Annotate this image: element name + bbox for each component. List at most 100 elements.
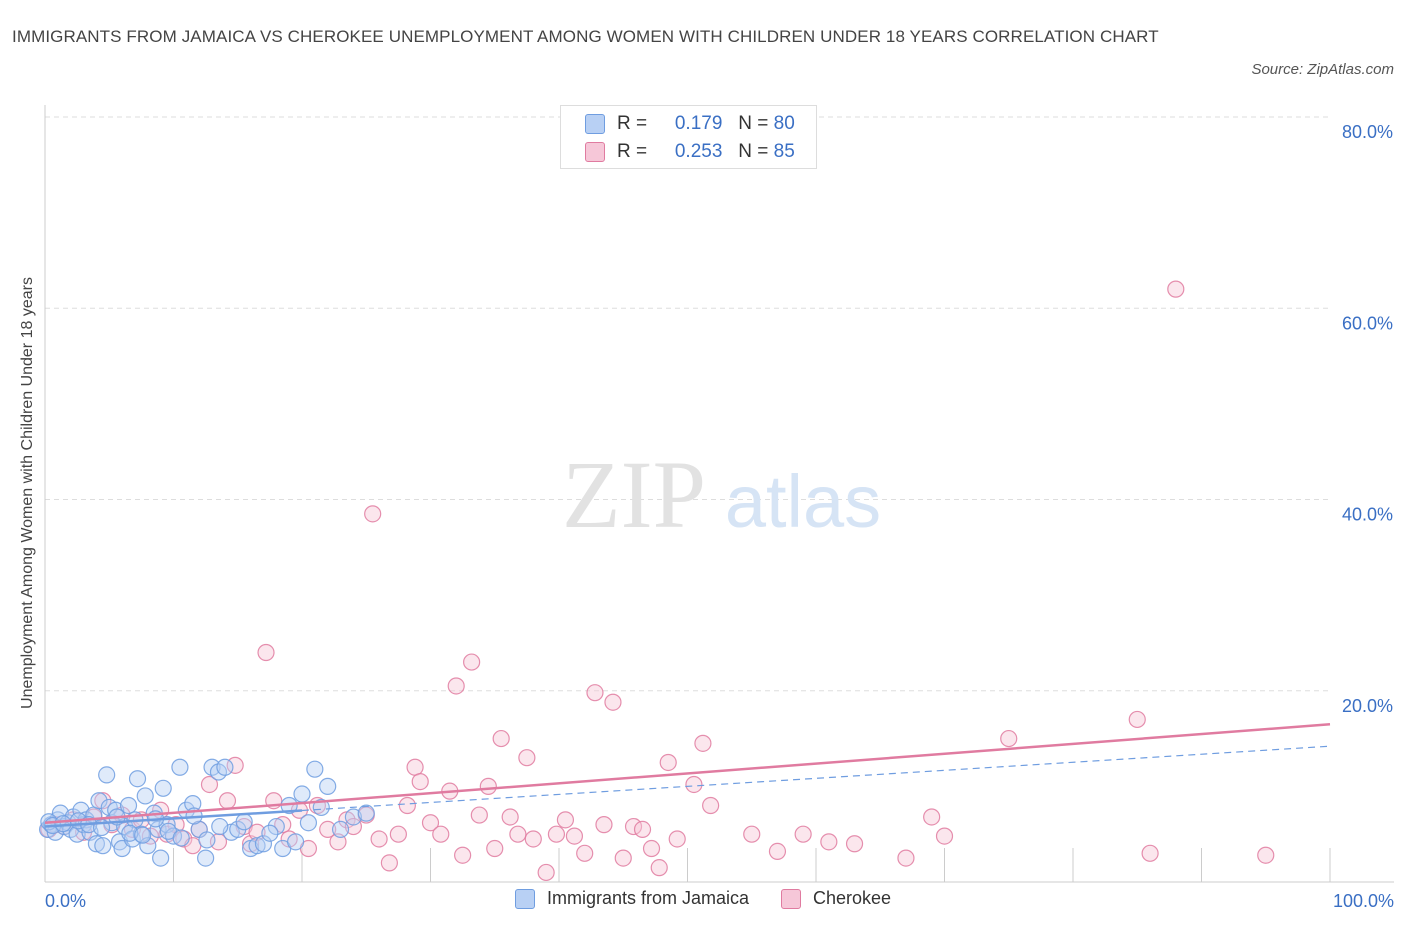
- cherokee-point: [556, 811, 575, 829]
- jamaica-point: [198, 831, 216, 849]
- jamaica-point: [98, 766, 116, 784]
- legend-item-cherokee[interactable]: Cherokee: [781, 888, 891, 909]
- cherokee-point: [935, 827, 954, 845]
- jamaica-point: [299, 814, 318, 832]
- jamaica-trend-extension: [301, 745, 1331, 812]
- cherokee-point: [274, 816, 292, 834]
- cherokee-point: [447, 677, 465, 695]
- jamaica-point: [87, 835, 106, 853]
- axes: [44, 105, 1394, 883]
- cherokee-point: [411, 772, 429, 791]
- legend-item-jamaica[interactable]: Immigrants from Jamaica: [514, 888, 749, 909]
- jamaica-point: [306, 760, 324, 778]
- cherokee-point: [518, 749, 536, 767]
- cherokee-point: [257, 643, 275, 662]
- cherokee-point: [595, 816, 613, 834]
- cherokee-point: [344, 817, 362, 836]
- cherokee-point: [486, 839, 504, 858]
- n-value: 80: [773, 113, 795, 134]
- stats-row-cherokee: R = 0.253 N = 85: [585, 139, 795, 165]
- jamaica-point: [119, 796, 138, 815]
- cherokee-point: [524, 830, 542, 848]
- cherokee-point: [1000, 729, 1018, 748]
- jamaica-point: [211, 817, 229, 836]
- jamaica-point: [134, 826, 152, 844]
- source-label: Source: ZipAtlas.com: [1251, 61, 1394, 78]
- cherokee-point: [406, 758, 424, 776]
- chart-title: IMMIGRANTS FROM JAMAICA VS CHEROKEE UNEM…: [12, 27, 1159, 46]
- watermark: ZIP atlas: [562, 441, 881, 548]
- cherokee-point: [463, 653, 481, 671]
- watermark-atlas: atlas: [725, 460, 881, 543]
- y-tick-label: 60.0%: [1342, 313, 1393, 333]
- jamaica-point: [235, 813, 253, 831]
- cherokee-point: [200, 775, 219, 794]
- cherokee-point: [226, 756, 244, 774]
- y-tick-labels: 20.0% 40.0% 60.0% 80.0%: [1342, 122, 1393, 716]
- jamaica-point: [344, 808, 362, 826]
- cherokee-point: [432, 825, 450, 843]
- cherokee-swatch: [781, 888, 801, 909]
- cherokee-point: [370, 830, 388, 848]
- cherokee-point: [694, 734, 712, 752]
- cherokee-point: [479, 777, 497, 795]
- jamaica-point: [136, 787, 154, 805]
- cherokee-point: [743, 825, 761, 843]
- cherokee-point: [576, 844, 594, 862]
- jamaica-point: [121, 824, 139, 842]
- y-tick-label: 80.0%: [1342, 122, 1393, 142]
- cherokee-point: [702, 796, 720, 815]
- data-points: [38, 280, 1275, 882]
- cherokee-point: [547, 825, 566, 843]
- y-axis-label: Unemployment Among Women with Children U…: [19, 277, 36, 709]
- cherokee-point: [470, 806, 488, 824]
- x-tick-label-max: 100.0%: [1332, 891, 1394, 911]
- jamaica-point: [261, 824, 279, 842]
- jamaica-point: [286, 833, 305, 851]
- jamaica-point: [68, 825, 86, 843]
- jamaica-point: [319, 777, 337, 795]
- jamaica-point: [172, 829, 190, 847]
- cherokee-point: [398, 796, 416, 815]
- cherokee-point: [659, 753, 677, 772]
- r-value: 0.253: [674, 141, 723, 162]
- jamaica-point: [312, 798, 330, 817]
- cherokee-point: [586, 684, 604, 702]
- stats-legend: R = 0.179 N = 80 R = 0.253 N = 85: [560, 105, 817, 169]
- r-label: R =: [617, 141, 648, 162]
- watermark-zip: ZIP: [562, 441, 706, 548]
- cherokee-point: [768, 842, 787, 861]
- jamaica-point: [357, 804, 375, 822]
- cherokee-point: [794, 825, 812, 843]
- jamaica-swatch: [585, 114, 605, 134]
- series-legend: Immigrants from Jamaica Cherokee: [0, 888, 1406, 909]
- cherokee-point: [650, 859, 668, 877]
- cherokee-point: [421, 814, 440, 832]
- jamaica-point: [293, 785, 311, 803]
- cherokee-point: [685, 775, 703, 794]
- cherokee-point: [492, 729, 510, 748]
- grid-lines: [45, 116, 1330, 692]
- cherokee-point: [509, 825, 527, 843]
- cherokee-point: [1141, 844, 1159, 862]
- x-tick-label-min: 0.0%: [45, 891, 87, 911]
- cherokee-point: [845, 835, 864, 853]
- cherokee-point: [633, 820, 652, 839]
- cherokee-point: [389, 825, 407, 843]
- stats-row-jamaica: R = 0.179 N = 80: [585, 111, 795, 137]
- legend-label: Cherokee: [813, 888, 892, 908]
- cherokee-point: [501, 808, 519, 826]
- cherokee-point: [565, 827, 584, 845]
- jamaica-point: [331, 820, 350, 839]
- jamaica-point: [94, 837, 112, 855]
- cherokee-point: [380, 854, 398, 872]
- jamaica-point: [197, 849, 215, 867]
- y-tick-label: 20.0%: [1342, 696, 1393, 716]
- jamaica-point: [149, 820, 167, 839]
- n-label: N =: [738, 113, 769, 134]
- n-label: N =: [738, 141, 769, 162]
- jamaica-swatch: [514, 888, 535, 909]
- cherokee-point: [642, 839, 661, 858]
- r-label: R =: [617, 113, 648, 134]
